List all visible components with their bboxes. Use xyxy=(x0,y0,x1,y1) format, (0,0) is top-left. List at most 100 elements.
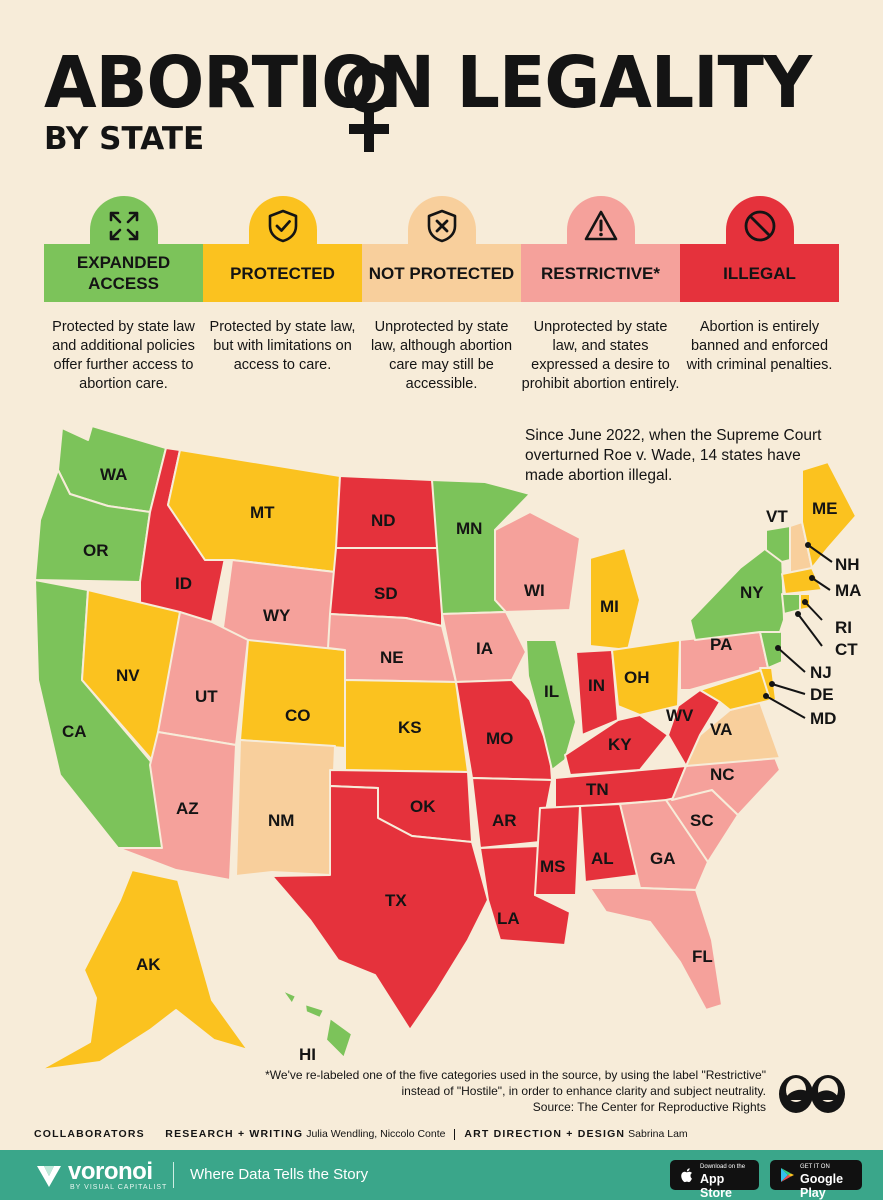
category-expanded-access: EXPANDED ACCESS xyxy=(44,196,203,306)
state-label-wv: WV xyxy=(666,706,694,725)
category-description: Protected by state law and additional po… xyxy=(52,319,195,392)
state-FL xyxy=(589,887,723,1011)
state-label-in: IN xyxy=(588,676,605,695)
state-label-ar: AR xyxy=(492,811,517,830)
state-MD xyxy=(699,667,773,711)
state-label-ga: GA xyxy=(650,849,676,868)
credits: COLLABORATORS RESEARCH + WRITING Julia W… xyxy=(34,1128,688,1140)
state-label-nc: NC xyxy=(710,765,735,784)
state-ME xyxy=(801,461,857,569)
state-label-va: VA xyxy=(710,720,732,739)
map-note: Since June 2022, when the Supreme Court … xyxy=(525,427,822,484)
state-MA xyxy=(781,567,823,595)
category-label: RESTRICTIVE* xyxy=(521,244,680,302)
google-play-icon xyxy=(781,1168,794,1182)
state-label-mn: MN xyxy=(456,519,482,538)
state-label-ut: UT xyxy=(195,687,218,706)
category-label: ILLEGAL xyxy=(680,244,839,302)
google-play-small: GET IT ON xyxy=(800,1164,830,1170)
state-label-nm: NM xyxy=(268,811,294,830)
state-label-tn: TN xyxy=(586,780,609,799)
state-label-wa: WA xyxy=(100,465,127,484)
google-play-button[interactable]: GET IT ON Google Play xyxy=(770,1160,862,1200)
warning-triangle-icon xyxy=(584,210,618,241)
app-store-label: App Store xyxy=(700,1172,732,1200)
state-WI xyxy=(494,511,581,613)
us-map: WA OR CA ID NV MT WY UT AZ CO NM ND SD N… xyxy=(34,425,861,1071)
state-TX xyxy=(271,785,489,1031)
state-GA xyxy=(619,799,709,891)
state-label-sd: SD xyxy=(374,584,398,603)
state-label-al: AL xyxy=(591,849,614,868)
category-label: NOT PROTECTED xyxy=(362,244,521,302)
state-IL xyxy=(525,639,577,771)
footnote-block: *We've re-labeled one of the five catego… xyxy=(246,1067,766,1115)
state-label-pa: PA xyxy=(710,635,732,654)
art-label: ART DIRECTION + DESIGN xyxy=(464,1128,626,1140)
state-label-az: AZ xyxy=(176,799,199,818)
state-label-nv: NV xyxy=(116,666,140,685)
state-label-or: OR xyxy=(83,541,109,560)
state-label-ma: MA xyxy=(835,581,861,600)
state-label-ks: KS xyxy=(398,718,422,737)
state-label-wi: WI xyxy=(524,581,545,600)
page-subtitle: BY STATE xyxy=(44,121,205,157)
research-label: RESEARCH + WRITING xyxy=(165,1128,304,1140)
state-label-mo: MO xyxy=(486,729,513,748)
state-label-mi: MI xyxy=(600,597,619,616)
state-NM xyxy=(235,739,336,877)
state-label-ca: CA xyxy=(62,722,87,741)
state-label-il: IL xyxy=(544,682,559,701)
state-OH xyxy=(611,639,681,716)
shield-x-icon xyxy=(427,209,457,243)
category-illegal: ILLEGAL xyxy=(680,196,839,306)
state-label-hi: HI xyxy=(299,1045,316,1064)
tagline: Where Data Tells the Story xyxy=(190,1166,369,1183)
state-label-me: ME xyxy=(812,499,838,518)
state-label-tx: TX xyxy=(385,891,407,910)
state-label-fl: FL xyxy=(692,947,713,966)
state-label-la: LA xyxy=(497,909,520,928)
state-MS xyxy=(534,805,581,896)
category-description: Protected by state law, but with limitat… xyxy=(209,319,356,373)
shield-check-icon xyxy=(268,209,298,243)
source: Source: The Center for Reproductive Righ… xyxy=(532,1100,766,1114)
state-label-id: ID xyxy=(175,574,192,593)
state-label-ia: IA xyxy=(476,639,493,658)
state-label-nj: NJ xyxy=(810,663,832,682)
state-label-vt: VT xyxy=(766,507,788,526)
state-UT xyxy=(157,611,249,746)
category-not-protected: NOT PROTECTED xyxy=(362,196,521,306)
google-play-label: Google Play xyxy=(800,1172,844,1200)
state-label-co: CO xyxy=(285,706,311,725)
voronoi-logo-icon xyxy=(37,1166,61,1187)
binoculars-logo-icon xyxy=(779,1075,845,1113)
apple-icon xyxy=(681,1168,692,1183)
expand-arrows-icon xyxy=(109,211,139,241)
state-label-ne: NE xyxy=(380,648,404,667)
venus-symbol-icon xyxy=(344,63,394,152)
state-CO xyxy=(239,639,346,749)
state-label-ak: AK xyxy=(136,955,161,974)
brand-sub: BY VISUAL CAPITALIST xyxy=(70,1184,168,1191)
state-IA xyxy=(441,611,527,683)
state-AK xyxy=(39,869,249,1071)
state-HI xyxy=(281,989,353,1059)
state-label-oh: OH xyxy=(624,668,650,687)
state-label-ok: OK xyxy=(410,797,436,816)
app-store-small: Download on the xyxy=(700,1164,746,1170)
research-names: Julia Wendling, Niccolo Conte xyxy=(306,1128,446,1140)
category-description: Abortion is entirely banned and enforced… xyxy=(686,319,833,373)
state-label-ri: RI xyxy=(835,618,852,637)
state-label-md: MD xyxy=(810,709,836,728)
state-CT xyxy=(781,593,801,615)
state-AZ xyxy=(117,731,237,881)
state-label-ky: KY xyxy=(608,735,632,754)
state-label-ms: MS xyxy=(540,857,566,876)
state-label-sc: SC xyxy=(690,811,714,830)
app-store-button[interactable]: Download on the App Store xyxy=(670,1160,759,1200)
state-label-wy: WY xyxy=(263,606,291,625)
art-names: Sabrina Lam xyxy=(628,1128,688,1140)
category-label: PROTECTED xyxy=(203,244,362,302)
brand-name[interactable]: voronoi xyxy=(68,1158,153,1185)
